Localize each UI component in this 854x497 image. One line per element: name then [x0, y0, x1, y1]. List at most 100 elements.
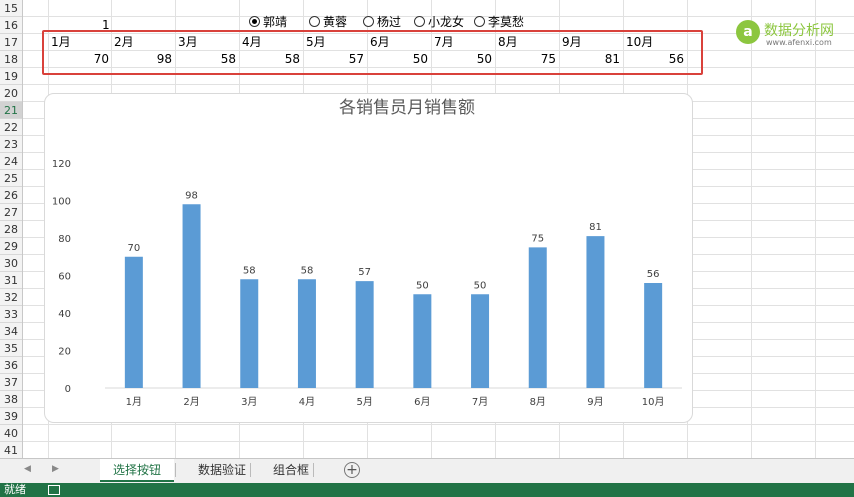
bar-1[interactable] — [182, 204, 201, 388]
value-cell[interactable]: 56 — [668, 52, 684, 66]
bar-2[interactable] — [240, 279, 259, 388]
cell-d16[interactable]: 1 — [102, 18, 110, 32]
tab-combo-box[interactable]: 组合框 — [272, 463, 309, 477]
x-tick-label: 10月 — [642, 396, 665, 408]
month-cell[interactable]: 1月 — [51, 35, 71, 49]
x-tick-label: 1月 — [126, 396, 142, 408]
month-cell[interactable]: 6月 — [370, 35, 390, 49]
radio-option-2[interactable]: 杨过 — [363, 13, 401, 29]
row-number[interactable]: 26 — [0, 187, 22, 204]
macro-record-icon[interactable] — [48, 485, 60, 495]
bar-7[interactable] — [528, 247, 547, 388]
row-number[interactable]: 31 — [0, 272, 22, 289]
grid-col-line — [751, 0, 752, 458]
value-cell[interactable]: 50 — [476, 52, 492, 66]
data-label: 70 — [127, 243, 140, 254]
row-number[interactable]: 20 — [0, 85, 22, 102]
x-tick-label: 8月 — [530, 396, 546, 408]
month-cell[interactable]: 9月 — [562, 35, 582, 49]
y-tick-label: 0 — [65, 384, 71, 395]
scroll-left-icon[interactable]: ◀ — [24, 464, 31, 474]
row-number[interactable]: 17 — [0, 34, 22, 51]
row-number[interactable]: 36 — [0, 357, 22, 374]
row-number[interactable]: 19 — [0, 68, 22, 85]
row-number[interactable]: 27 — [0, 204, 22, 221]
row-number[interactable]: 29 — [0, 238, 22, 255]
add-sheet-icon[interactable]: + — [344, 462, 360, 478]
row-number[interactable]: 24 — [0, 153, 22, 170]
row-number[interactable]: 35 — [0, 340, 22, 357]
radio-option-1[interactable]: 黄蓉 — [309, 13, 347, 29]
bar-4[interactable] — [355, 281, 374, 388]
bar-3[interactable] — [297, 279, 316, 388]
x-tick-label: 7月 — [472, 396, 488, 408]
month-cell[interactable]: 2月 — [114, 35, 134, 49]
status-bar: 就绪 — [0, 483, 854, 497]
radio-unchecked-icon[interactable] — [414, 15, 425, 27]
month-cell[interactable]: 4月 — [242, 35, 262, 49]
radio-label: 郭靖 — [263, 14, 288, 29]
row-number[interactable]: 34 — [0, 323, 22, 340]
sales-bar-chart[interactable]: 各销售员月销售额 0 20 40 60 80 100 120 70 1月 98 2月 58 3月 58 4月… — [44, 93, 693, 423]
row-number[interactable]: 18 — [0, 51, 22, 68]
row-number[interactable]: 38 — [0, 391, 22, 408]
row-number[interactable]: 23 — [0, 136, 22, 153]
row-number[interactable]: 32 — [0, 289, 22, 306]
data-label: 57 — [358, 267, 371, 278]
radio-option-0[interactable]: 郭靖 — [249, 13, 287, 29]
row-number[interactable]: 16 — [0, 17, 22, 34]
tab-select-button[interactable]: 选择按钮 — [100, 459, 174, 482]
status-text: 就绪 — [4, 483, 26, 496]
radio-unchecked-icon[interactable] — [474, 15, 485, 27]
row-number[interactable]: 22 — [0, 119, 22, 136]
value-cell[interactable]: 81 — [604, 52, 620, 66]
row-number[interactable]: 37 — [0, 374, 22, 391]
value-cell[interactable]: 98 — [156, 52, 172, 66]
radio-unchecked-icon[interactable] — [309, 15, 320, 27]
grid-row-line — [23, 67, 854, 68]
value-cell[interactable]: 58 — [220, 52, 236, 66]
row-headers: 15 16 17 18 19 20 21 22 23 24 25 26 27 28 29 30 31 32 33 34… — [0, 0, 23, 458]
radio-checked-icon[interactable] — [249, 15, 260, 27]
grid-col-line — [815, 0, 816, 458]
bar-6[interactable] — [471, 294, 490, 388]
grid-row-line — [23, 441, 854, 442]
value-cell[interactable]: 57 — [348, 52, 364, 66]
row-number[interactable]: 30 — [0, 255, 22, 272]
sheet-tab-bar: ◀ ▶ 选择按钮 数据验证 组合框 + — [0, 458, 854, 483]
row-number[interactable]: 39 — [0, 408, 22, 425]
row-number[interactable]: 40 — [0, 425, 22, 442]
month-cell[interactable]: 10月 — [626, 35, 654, 49]
value-cell[interactable]: 75 — [540, 52, 556, 66]
spreadsheet-grid[interactable]: 15 16 17 18 19 20 21 22 23 24 25 26 27 28 29 30 31 32 33 34… — [0, 0, 854, 458]
row-number[interactable]: 28 — [0, 221, 22, 238]
tab-divider — [313, 463, 314, 477]
bar-8[interactable] — [586, 236, 605, 388]
month-cell[interactable]: 5月 — [306, 35, 326, 49]
row-number[interactable]: 15 — [0, 0, 22, 17]
month-cell[interactable]: 3月 — [178, 35, 198, 49]
radio-unchecked-icon[interactable] — [363, 15, 374, 27]
row-number[interactable]: 41 — [0, 442, 22, 458]
bar-9[interactable] — [644, 283, 663, 388]
row-number[interactable]: 21 — [0, 102, 22, 119]
bar-5[interactable] — [413, 294, 432, 388]
tab-data-validation[interactable]: 数据验证 — [197, 463, 246, 477]
data-label: 50 — [474, 280, 487, 291]
data-label: 58 — [301, 265, 314, 276]
value-cell[interactable]: 50 — [412, 52, 428, 66]
grid-row-line — [23, 16, 854, 17]
value-cell[interactable]: 58 — [284, 52, 300, 66]
row-number[interactable]: 25 — [0, 170, 22, 187]
month-cell[interactable]: 7月 — [434, 35, 454, 49]
data-label: 58 — [243, 265, 256, 276]
month-cell[interactable]: 8月 — [498, 35, 518, 49]
data-label: 98 — [185, 190, 198, 201]
bar-0[interactable] — [124, 256, 143, 388]
radio-option-4[interactable]: 李莫愁 — [474, 13, 524, 29]
row-number[interactable]: 33 — [0, 306, 22, 323]
scroll-right-icon[interactable]: ▶ — [52, 464, 59, 474]
data-label: 56 — [647, 269, 660, 280]
radio-option-3[interactable]: 小龙女 — [414, 13, 464, 29]
value-cell[interactable]: 70 — [93, 52, 109, 66]
